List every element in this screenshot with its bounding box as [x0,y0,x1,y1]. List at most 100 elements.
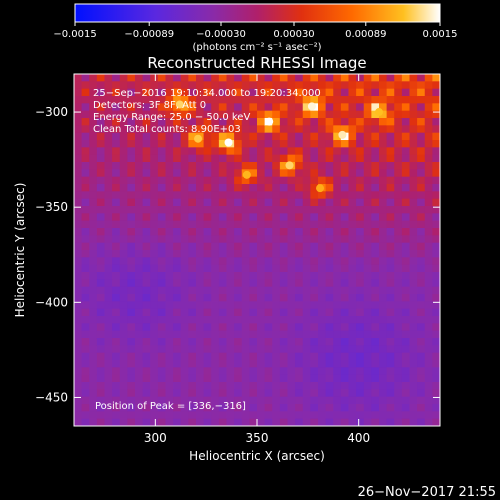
heatmap-cell [424,206,433,214]
heatmap-cell [417,198,426,207]
heatmap-cell [165,316,174,324]
heatmap-cell [356,360,365,368]
heatmap-cell [264,323,273,332]
heatmap-cell [340,228,350,236]
heatmap-cell [157,191,167,200]
heatmap-cell [409,176,418,185]
heatmap-cell [157,140,167,148]
heatmap-cell [379,374,388,383]
heatmap-cell [318,367,327,376]
heatmap-cell [394,147,403,156]
heatmap-cell [333,308,342,317]
heatmap-cell [432,404,440,412]
heatmap-cell [196,140,205,148]
heatmap-cell [348,264,357,273]
heatmap-cell [157,103,167,112]
heatmap-cell [180,418,189,426]
heatmap-cell [74,294,83,302]
heatmap-cell [150,88,159,97]
heatmap-cell [348,404,357,412]
heatmap-cell [340,352,350,361]
heatmap-cell [135,132,144,141]
heatmap-cell [203,418,212,426]
heatmap-cell [340,250,350,258]
heatmap-cell [104,301,113,310]
heatmap-cell [89,88,98,97]
heatmap-cell [279,118,289,126]
heatmap-cell [241,396,250,405]
heatmap-cell [287,147,296,156]
heatmap-cell [165,279,174,288]
heatmap-cell [287,184,296,192]
heatmap-cell [340,169,350,178]
heatmap-cell [295,360,304,368]
heatmap-cell [119,374,128,383]
heatmap-cell [394,235,403,244]
heatmap-cell [104,206,113,214]
heatmap-cell [325,125,334,134]
heatmap-cell [89,279,98,288]
heatmap-cell [302,96,311,104]
heatmap-cell [371,206,380,214]
heatmap-cell [81,96,90,104]
heatmap-cell [409,404,418,412]
heatmap-cell [257,382,266,390]
heatmap-cell [165,382,174,390]
heatmap-cell [310,228,319,236]
heatmap-cell [173,301,182,310]
heatmap-cell [249,323,258,332]
heatmap-cell [81,286,90,295]
heatmap-cell [81,88,90,97]
heatmap-cell [180,272,189,280]
heatmap-cell [310,301,319,310]
heatmap-cell [96,235,106,244]
heatmap-cell [257,88,266,97]
heatmap-cell [96,374,106,383]
heatmap-cell [96,140,106,148]
heatmap-cell [386,74,395,82]
heatmap-cell [196,103,205,112]
heatmap-cell [302,279,311,288]
heatmap-cell [104,96,113,104]
heatmap-cell [180,242,189,251]
heatmap-cell [325,250,334,258]
heatmap-cell [417,418,426,426]
heatmap-cell [173,257,182,266]
heatmap-cell [371,418,380,426]
heatmap-cell [234,389,243,398]
heatmap-cell [104,272,113,280]
heatmap-cell [318,162,327,170]
heatmap-cell [401,235,411,244]
heatmap-cell [287,125,296,134]
heatmap-cell [150,125,159,134]
heatmap-cell [417,338,426,346]
heatmap-cell [135,191,144,200]
heatmap-cell [348,235,357,244]
heatmap-cell [386,213,395,222]
heatmap-cell [394,279,403,288]
heatmap-cell [96,286,106,295]
heatmap-cell [432,125,440,134]
heatmap-cell [356,264,365,273]
heatmap-cell [150,74,159,82]
heatmap-cell [226,147,235,156]
heatmap-cell [432,264,440,273]
heatmap-cell [424,103,433,112]
heatmap-cell [157,352,167,361]
heatmap-cell [333,191,342,200]
heatmap-cell [264,140,273,148]
heatmap-cell [203,360,212,368]
heatmap-cell [417,154,426,163]
heatmap-cell [196,88,205,97]
heatmap-cell [356,228,365,236]
heatmap-cell [119,352,128,361]
heatmap-cell [119,235,128,244]
heatmap-cell [432,294,440,302]
heatmap-cell [104,308,113,317]
heatmap-cell [112,110,121,119]
heatmap-cell [142,184,151,192]
heatmap-cell [165,323,174,332]
heatmap-cell [211,132,220,141]
heatmap-cell [226,352,235,361]
heatmap-cell [379,213,388,222]
